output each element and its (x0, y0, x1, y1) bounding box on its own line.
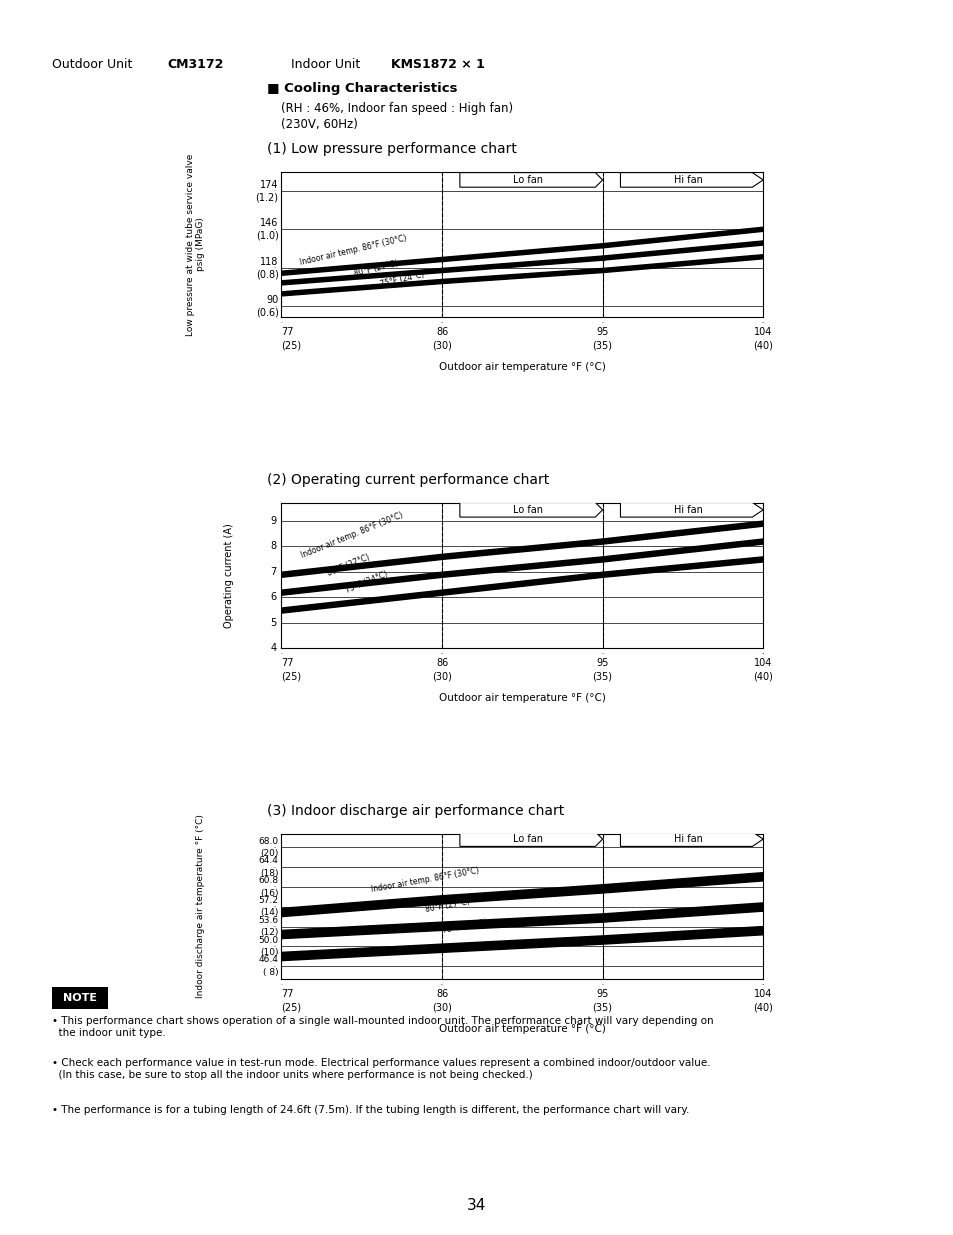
Text: (1) Low pressure performance chart: (1) Low pressure performance chart (267, 142, 517, 157)
Text: 77: 77 (281, 989, 294, 999)
Text: 64.4: 64.4 (258, 857, 278, 866)
Text: (12): (12) (260, 929, 278, 937)
Text: 75°F (24°C): 75°F (24°C) (441, 919, 488, 935)
Text: 7: 7 (270, 567, 276, 577)
Text: 80°F (27°C): 80°F (27°C) (326, 553, 371, 578)
Text: (35): (35) (592, 672, 612, 682)
Text: (40): (40) (753, 341, 772, 351)
Text: 104: 104 (753, 658, 772, 668)
Text: 80°F (27°C): 80°F (27°C) (353, 258, 398, 278)
Text: (1.0): (1.0) (255, 231, 278, 241)
Text: 9: 9 (271, 515, 276, 526)
Text: Indoor Unit: Indoor Unit (291, 58, 360, 70)
Text: (16): (16) (260, 889, 278, 898)
Text: 5: 5 (270, 618, 276, 627)
Text: Lo fan: Lo fan (512, 175, 542, 185)
Text: 46.4: 46.4 (258, 956, 278, 965)
Text: Low pressure at wide tube service valve
psig (MPaG): Low pressure at wide tube service valve … (186, 153, 205, 336)
Text: • This performance chart shows operation of a single wall-mounted indoor unit. T: • This performance chart shows operation… (52, 1016, 714, 1037)
Text: 95: 95 (596, 658, 608, 668)
Text: Indoor air temp. 86°F (30°C): Indoor air temp. 86°F (30°C) (299, 511, 404, 561)
Text: (25): (25) (281, 341, 301, 351)
Text: Outdoor air temperature °F (°C): Outdoor air temperature °F (°C) (438, 693, 605, 703)
Text: (25): (25) (281, 1003, 301, 1013)
Text: NOTE: NOTE (63, 993, 97, 1003)
Text: 50.0: 50.0 (258, 936, 278, 945)
Text: • The performance is for a tubing length of 24.6ft (7.5m). If the tubing length : • The performance is for a tubing length… (52, 1105, 689, 1115)
Text: (30): (30) (432, 672, 452, 682)
Text: 75°F (24°C): 75°F (24°C) (379, 269, 425, 289)
Text: 77: 77 (281, 327, 294, 337)
Polygon shape (459, 832, 602, 846)
Text: 104: 104 (753, 327, 772, 337)
Text: 95: 95 (596, 327, 608, 337)
Text: Outdoor air temperature °F (°C): Outdoor air temperature °F (°C) (438, 1024, 605, 1034)
Text: 146: 146 (260, 219, 278, 228)
Text: (0.8): (0.8) (255, 269, 278, 279)
Text: (30): (30) (432, 341, 452, 351)
Text: Indoor air temp. 86°F (30°C): Indoor air temp. 86°F (30°C) (299, 233, 408, 267)
Text: (1.2): (1.2) (255, 193, 278, 203)
Text: 6: 6 (271, 593, 276, 603)
Text: Lo fan: Lo fan (512, 505, 542, 515)
Text: Hi fan: Hi fan (673, 175, 702, 185)
Text: KMS1872 × 1: KMS1872 × 1 (391, 58, 484, 70)
Polygon shape (619, 173, 762, 188)
Text: 80°F (27°C): 80°F (27°C) (424, 898, 470, 914)
Text: Hi fan: Hi fan (673, 505, 702, 515)
Text: 104: 104 (753, 989, 772, 999)
Text: CM3172: CM3172 (167, 58, 223, 70)
Text: (10): (10) (260, 948, 278, 957)
Text: (25): (25) (281, 672, 301, 682)
Text: Hi fan: Hi fan (673, 834, 702, 845)
Text: 4: 4 (271, 643, 276, 653)
Text: (14): (14) (260, 909, 278, 918)
Text: 34: 34 (467, 1198, 486, 1213)
Text: 174: 174 (260, 180, 278, 190)
Polygon shape (619, 503, 762, 517)
Text: • Check each performance value in test-run mode. Electrical performance values r: • Check each performance value in test-r… (52, 1058, 710, 1079)
Text: (230V, 60Hz): (230V, 60Hz) (281, 119, 358, 131)
Text: 86: 86 (436, 989, 448, 999)
Text: 95: 95 (596, 989, 608, 999)
Text: Indoor discharge air temperature °F (°C): Indoor discharge air temperature °F (°C) (195, 815, 205, 998)
Text: 60.8: 60.8 (258, 877, 278, 885)
Text: (3) Indoor discharge air performance chart: (3) Indoor discharge air performance cha… (267, 804, 564, 819)
Text: ■ Cooling Characteristics: ■ Cooling Characteristics (267, 83, 457, 95)
Text: 77: 77 (281, 658, 294, 668)
Polygon shape (459, 503, 602, 517)
Text: (30): (30) (432, 1003, 452, 1013)
Text: (40): (40) (753, 672, 772, 682)
Text: 86: 86 (436, 658, 448, 668)
Text: (0.6): (0.6) (255, 308, 278, 317)
Text: Outdoor air temperature °F (°C): Outdoor air temperature °F (°C) (438, 362, 605, 372)
Text: (35): (35) (592, 1003, 612, 1013)
Text: 75°F (24°C): 75°F (24°C) (343, 569, 389, 595)
Text: 86: 86 (436, 327, 448, 337)
Text: Lo fan: Lo fan (512, 834, 542, 845)
Text: 68.0: 68.0 (258, 836, 278, 846)
Text: 90: 90 (266, 295, 278, 305)
Text: 53.6: 53.6 (258, 916, 278, 925)
Text: ( 8): ( 8) (263, 968, 278, 977)
Text: (20): (20) (260, 848, 278, 858)
Text: Outdoor Unit: Outdoor Unit (52, 58, 132, 70)
Text: (2) Operating current performance chart: (2) Operating current performance chart (267, 473, 549, 488)
Text: 118: 118 (260, 257, 278, 267)
Text: (35): (35) (592, 341, 612, 351)
Polygon shape (619, 832, 762, 846)
Text: Indoor air temp. 86°F (30°C): Indoor air temp. 86°F (30°C) (371, 866, 479, 894)
Polygon shape (459, 173, 602, 188)
Text: (40): (40) (753, 1003, 772, 1013)
Text: Operating current (A): Operating current (A) (224, 524, 233, 627)
Text: 57.2: 57.2 (258, 897, 278, 905)
Text: (18): (18) (260, 869, 278, 878)
Text: 8: 8 (271, 541, 276, 551)
Text: (RH : 46%, Indoor fan speed : High fan): (RH : 46%, Indoor fan speed : High fan) (281, 103, 513, 115)
